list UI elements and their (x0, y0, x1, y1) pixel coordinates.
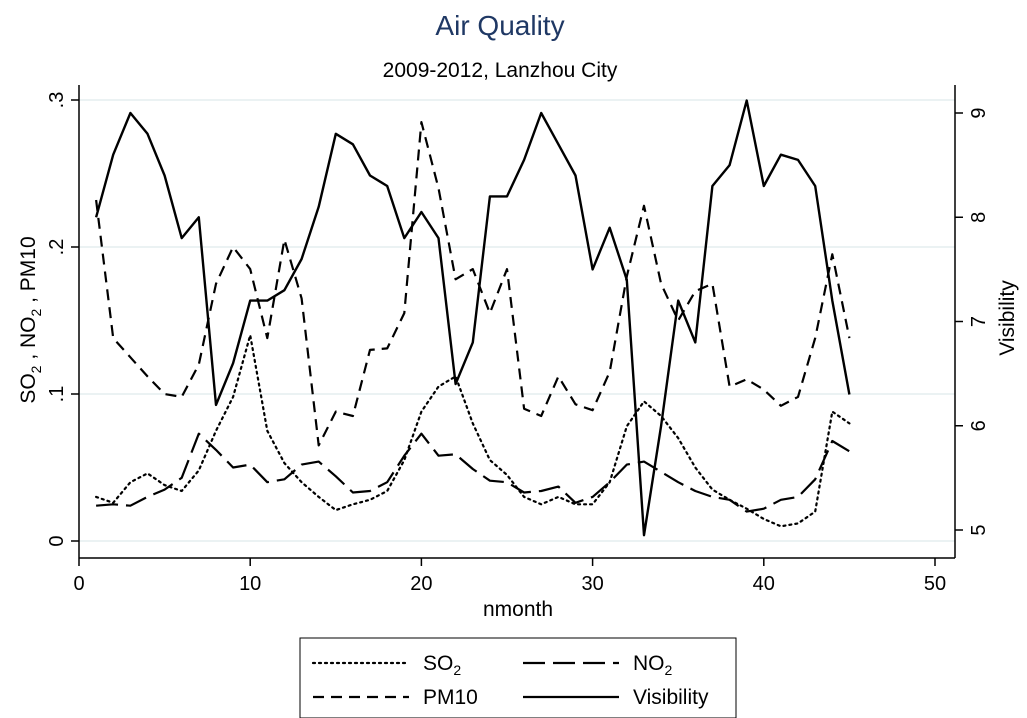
x-tick-label: 10 (239, 573, 261, 595)
axes: 0 10 20 30 40 50 0 .1 .2 .3 5 6 7 8 9 (46, 85, 990, 595)
chart-title: Air Quality (435, 10, 564, 41)
y-left-tick-label: 0 (46, 535, 68, 546)
y-left-tick-label: .1 (46, 386, 68, 403)
y-left-tick-label: .3 (46, 92, 68, 109)
y-right-tick-label: 9 (968, 107, 990, 118)
series-line-visibility (94, 99, 851, 537)
series-line-so2 (94, 334, 851, 528)
legend-label-subscript: 2 (453, 662, 461, 678)
left-axis-title-pm10: , PM10 (17, 236, 40, 308)
left-axis-title-no-sub: 2 (28, 309, 44, 317)
x-axis-title: nmonth (483, 598, 553, 621)
y-left-tick-label: .2 (46, 239, 68, 256)
legend-label-text: Visibility (633, 686, 709, 709)
legend-label-text: PM10 (423, 686, 478, 709)
x-tick-label: 20 (410, 573, 432, 595)
y-right-tick-label: 8 (968, 212, 990, 223)
legend-box (299, 637, 737, 718)
legend-label-text: SO (423, 652, 453, 675)
legend-label-visibility: Visibility (633, 686, 709, 709)
y-right-tick-label: 6 (968, 420, 990, 431)
y-right-tick-label: 7 (968, 316, 990, 327)
legend-label-pm10: PM10 (423, 686, 478, 709)
series-line-no2 (96, 432, 850, 513)
x-tick-label: 30 (581, 573, 603, 595)
left-axis-title: SO2 , NO2 , PM10 (17, 236, 44, 403)
left-axis-title-no: , NO (17, 317, 40, 366)
right-axis-title: Visibility (996, 280, 1019, 356)
x-tick-label: 0 (73, 573, 84, 595)
left-axis-title-so: SO (17, 373, 40, 403)
legend-label-subscript: 2 (665, 662, 673, 678)
series-line-pm10 (95, 120, 851, 447)
grid-lines (79, 99, 955, 542)
x-tick-label: 50 (924, 573, 946, 595)
legend-label-no2: NO2 (633, 652, 673, 678)
x-tick-label: 40 (753, 573, 775, 595)
y-right-tick-label: 5 (968, 524, 990, 535)
chart-subtitle: 2009-2012, Lanzhou City (383, 59, 618, 82)
legend-label-text: NO (633, 652, 665, 675)
legend-label-so2: SO2 (423, 652, 461, 678)
left-axis-title-so-sub: 2 (28, 365, 44, 373)
series-lines (94, 99, 851, 537)
